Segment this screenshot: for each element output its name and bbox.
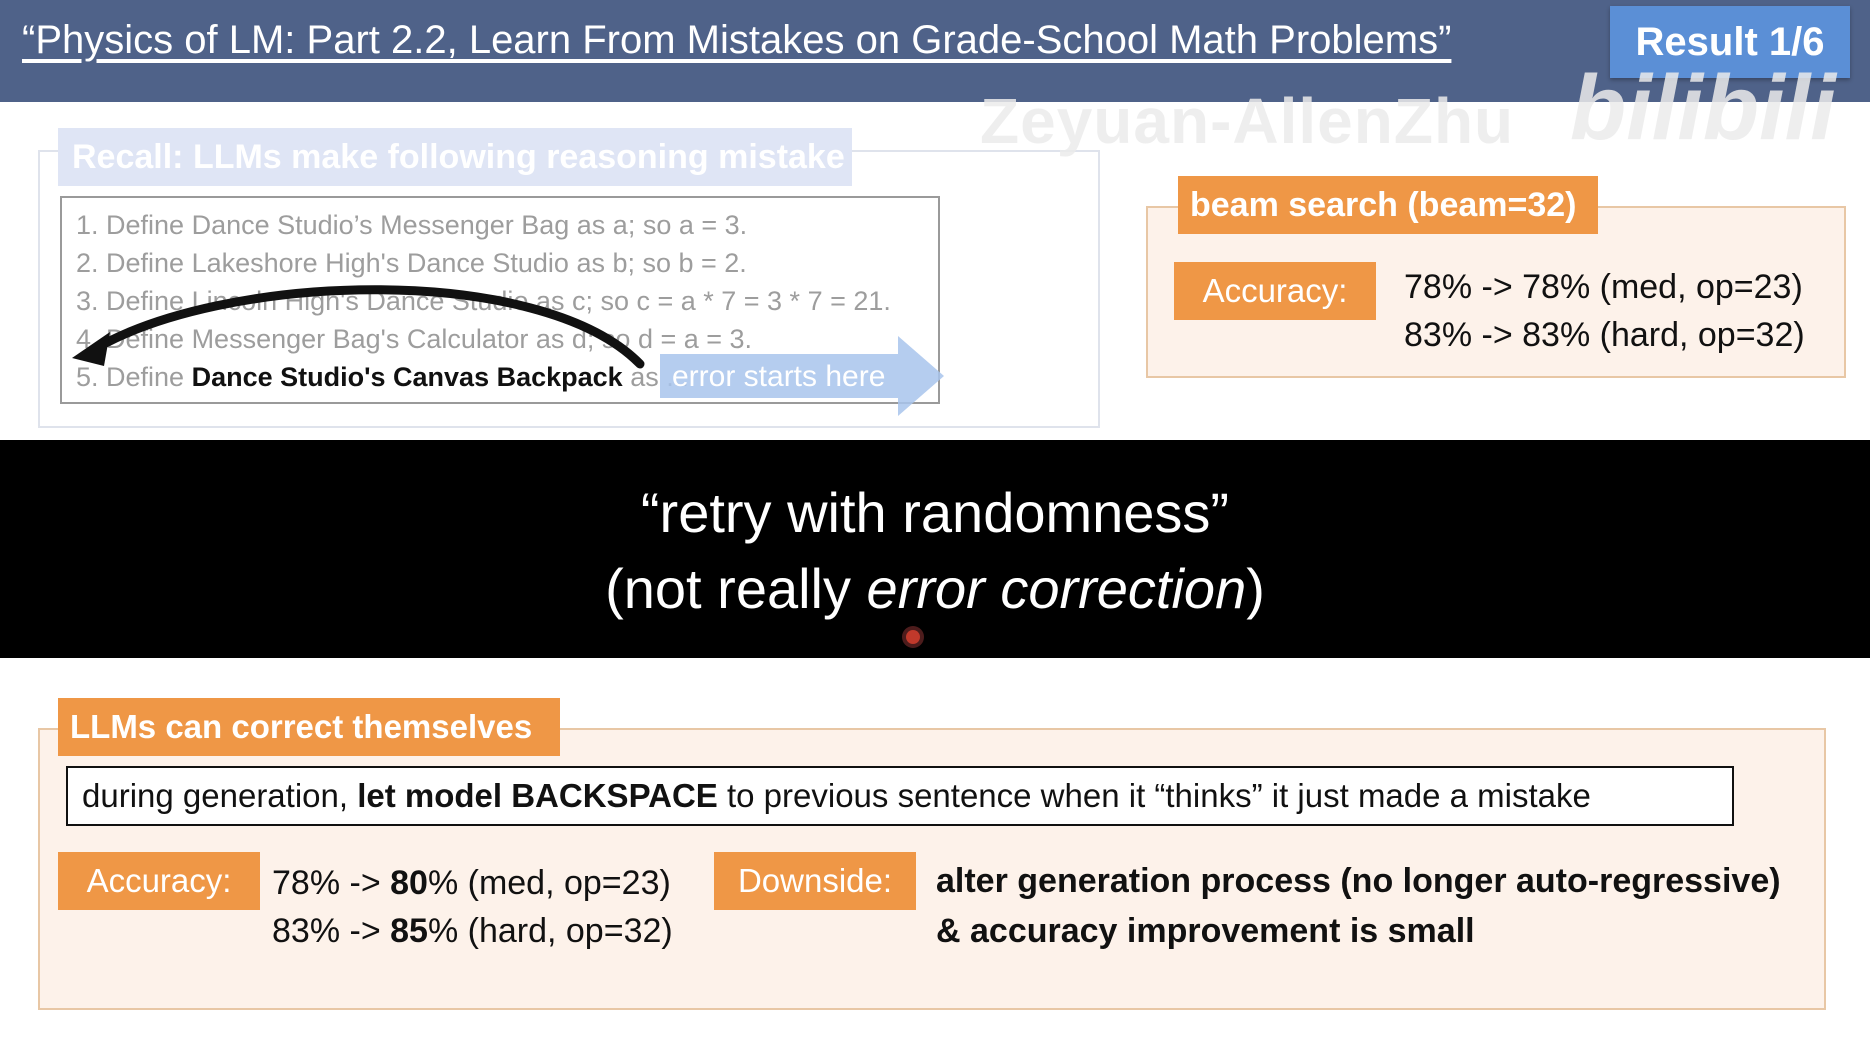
band-subtitle-prefix: (not really (605, 557, 867, 620)
downside-line-1: alter generation process (no longer auto… (936, 862, 1781, 900)
caption-band (0, 440, 1870, 658)
band-subtitle-italic: error correction (866, 557, 1247, 620)
desc-suffix: to previous sentence when it “thinks” it… (717, 777, 1591, 814)
r1-bold: 80 (390, 864, 428, 902)
beam-result-hard: 83% -> 83% (hard, op=32) (1404, 316, 1805, 354)
result-badge: Result 1/6 (1610, 6, 1850, 78)
correct-accuracy-label: Accuracy: (58, 852, 260, 910)
step-5-bold: Dance Studio's Canvas Backpack (191, 362, 623, 392)
band-subtitle-suffix: ) (1246, 557, 1265, 620)
desc-bold: let model BACKSPACE (357, 777, 718, 814)
slide-title: “Physics of LM: Part 2.2, Learn From Mis… (22, 18, 1452, 62)
beam-result-med: 78% -> 78% (med, op=23) (1404, 268, 1803, 306)
error-starts-label: error starts here (672, 360, 886, 393)
step-4: 4. Define Messenger Bag's Calculator as … (76, 324, 753, 354)
laser-pointer-icon (906, 630, 920, 644)
title-bar (0, 0, 1870, 102)
error-arrow-icon (660, 336, 944, 416)
r2-suffix: % (hard, op=32) (427, 912, 673, 950)
correct-result-hard: 83% -> 85% (hard, op=32) (272, 912, 673, 951)
step-1: 1. Define Dance Studio’s Messenger Bag a… (76, 210, 748, 240)
beam-search-heading: beam search (beam=32) (1178, 176, 1598, 234)
band-quote: “retry with randomness” (640, 481, 1230, 544)
author-watermark: Zeyuan-AllenZhu (980, 85, 1515, 157)
curved-arrow-icon (72, 285, 645, 369)
step-5-prefix: 5. Define (76, 362, 192, 392)
beam-accuracy-label: Accuracy: (1174, 262, 1376, 320)
backspace-description: during generation, let model BACKSPACE t… (66, 766, 1734, 826)
downside-label: Downside: (714, 852, 916, 910)
r1-suffix: % (med, op=23) (427, 864, 671, 902)
downside-line-2: & accuracy improvement is small (936, 912, 1475, 950)
r2-prefix: 83% -> (272, 912, 391, 950)
band-subtitle: (not really error correction) (0, 556, 1870, 621)
r2-bold: 85 (390, 912, 428, 950)
desc-prefix: during generation, (82, 777, 358, 814)
step-2: 2. Define Lakeshore High's Dance Studio … (76, 248, 747, 278)
correct-result-med: 78% -> 80% (med, op=23) (272, 864, 671, 903)
self-correct-heading: LLMs can correct themselves (58, 698, 560, 756)
bilibili-logo-icon: bilibili (1570, 57, 1836, 159)
r1-prefix: 78% -> (272, 864, 391, 902)
recall-heading: Recall: LLMs make following reasoning mi… (58, 128, 852, 186)
